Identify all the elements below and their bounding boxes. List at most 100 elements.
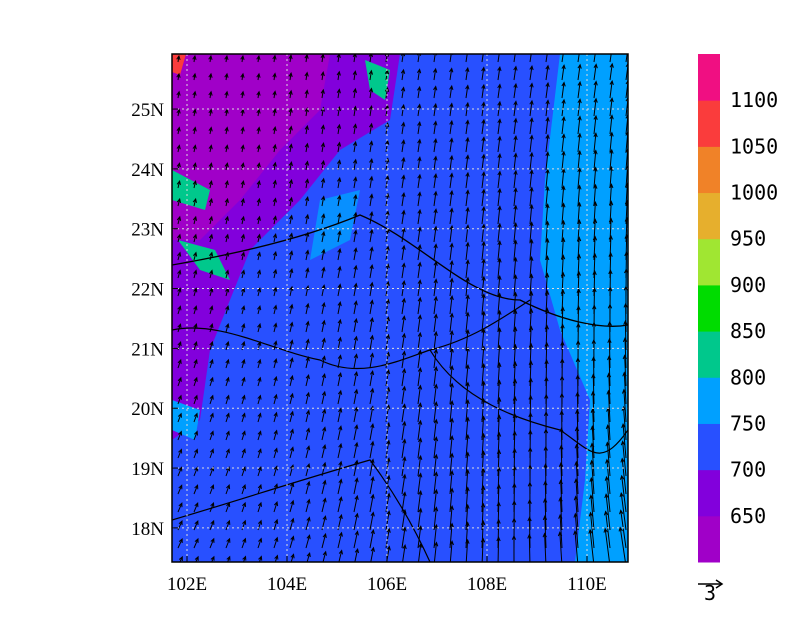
wind-arrow (545, 220, 550, 243)
wind-arrow (192, 197, 197, 207)
wind-arrow (433, 208, 438, 225)
wind-arrow (240, 126, 245, 135)
wind-arrow (588, 511, 595, 549)
wind-arrow (591, 373, 596, 405)
wind-arrow (274, 554, 279, 562)
wind-arrow (620, 440, 627, 477)
wind-arrow (369, 316, 374, 333)
wind-arrow (577, 201, 582, 225)
colorbar-label: 700 (730, 458, 766, 482)
wind-arrow (257, 519, 263, 531)
y-tick-label: 22N (131, 280, 164, 301)
wind-arrow (304, 213, 310, 225)
wind-arrow (353, 441, 359, 459)
wind-arrow (241, 394, 246, 405)
wind-arrow (224, 144, 229, 153)
y-tick-label: 23N (131, 220, 164, 241)
wind-arrow (497, 292, 502, 315)
wind-arrow (480, 520, 486, 549)
wind-arrow (321, 230, 326, 243)
wind-arrow (257, 430, 262, 441)
wind-arrow (369, 228, 374, 243)
wind-arrow (386, 545, 391, 562)
wind-arrow (305, 427, 311, 441)
wind-arrow (529, 221, 534, 243)
wind-arrow (545, 81, 550, 99)
wind-arrow (402, 544, 407, 562)
wind-arrow (273, 536, 279, 549)
wind-arrow (512, 378, 518, 405)
colorbar-label: 650 (730, 504, 766, 528)
wind-arrow (607, 337, 612, 369)
wind-arrow (321, 319, 326, 333)
wind-arrow (354, 548, 360, 562)
wind-arrow (605, 424, 611, 459)
wind-arrow (497, 170, 502, 189)
wind-arrow (465, 381, 470, 405)
wind-arrow (385, 368, 391, 387)
wind-arrow (496, 483, 501, 513)
wind-arrow (305, 249, 310, 261)
wind-arrow (225, 412, 230, 423)
wind-arrow (449, 470, 454, 495)
wind-arrow (289, 285, 294, 297)
wind-arrow (192, 162, 197, 171)
wind-arrow (607, 355, 612, 387)
wind-arrow (257, 501, 262, 513)
wind-arrow (497, 274, 502, 297)
wind-arrow (241, 448, 246, 459)
wind-arrow (527, 533, 532, 562)
wind-arrow (417, 437, 423, 459)
wind-arrow (224, 215, 229, 225)
wind-arrow (465, 154, 470, 171)
wind-arrow (465, 521, 470, 549)
wind-arrow (558, 496, 563, 531)
wind-arrow (304, 160, 310, 171)
wind-arrow (465, 206, 470, 225)
colorbar-label: 1050 (730, 134, 778, 158)
wind-arrow (590, 407, 595, 441)
wind-arrow (176, 233, 182, 243)
colorbar-swatch (698, 515, 720, 563)
x-tick-label: 108E (467, 574, 507, 595)
colorbar-label: 900 (730, 273, 766, 297)
wind-arrow (400, 86, 406, 99)
wind-arrow (417, 314, 422, 333)
wind-arrow (385, 210, 390, 225)
wind-arrow (497, 187, 502, 207)
wind-arrow (225, 448, 230, 459)
wind-arrow (561, 64, 566, 81)
wind-arrow (240, 90, 245, 99)
wind-arrow (289, 481, 295, 495)
wind-arrow (609, 165, 614, 189)
wind-arrow (401, 473, 407, 495)
wind-arrow (465, 346, 470, 369)
wind-arrow (401, 332, 407, 351)
wind-arrow (433, 506, 439, 531)
wind-arrow (193, 287, 198, 297)
wind-arrow (257, 448, 262, 459)
wind-arrow (256, 251, 262, 261)
wind-arrow (225, 501, 231, 513)
wind-arrow (240, 54, 245, 63)
wind-arrow (273, 393, 278, 405)
wind-arrow (225, 484, 231, 495)
wind-arrow (497, 327, 502, 351)
wind-arrow (577, 184, 582, 207)
wind-arrow (224, 179, 229, 189)
wind-arrow (577, 63, 582, 81)
wind-arrow (257, 537, 263, 549)
wind-arrow (606, 372, 612, 405)
wind-arrow (177, 305, 182, 315)
wind-arrow (337, 318, 342, 333)
wind-arrow (177, 412, 182, 423)
wind-arrow (289, 374, 294, 387)
wind-arrow (401, 508, 407, 531)
wind-arrow (593, 80, 598, 99)
wind-arrow (609, 79, 614, 99)
wind-arrow (224, 72, 229, 81)
wind-arrow (257, 322, 262, 333)
wind-arrow (497, 257, 502, 279)
wind-arrow (417, 261, 422, 279)
wind-arrow (288, 178, 294, 189)
